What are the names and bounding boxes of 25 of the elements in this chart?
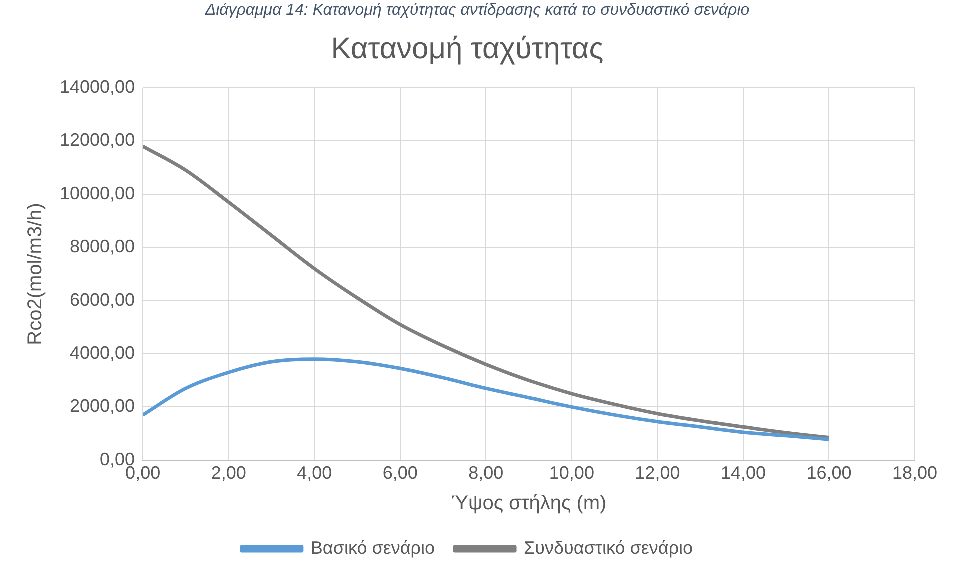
y-tick-label: 2000,00: [70, 396, 136, 416]
x-tick-label: 12,00: [635, 463, 680, 484]
x-tick-label: 8,00: [468, 463, 504, 484]
legend-label: Βασικό σενάριο: [310, 538, 436, 558]
y-tick-label: 0,00: [100, 449, 136, 470]
x-tick-label: 16,00: [806, 463, 852, 484]
line-series: [143, 144, 831, 440]
legend-label: Συνδυαστικό σενάριο: [524, 538, 694, 558]
y-tick-label: 14000,00: [60, 76, 136, 97]
x-tick-label: 18,00: [892, 463, 938, 484]
x-tick-label: 6,00: [382, 463, 418, 484]
line-series: [143, 358, 831, 442]
text: Διάγραμμα 14: Κατανομή ταχύτητας αντίδρασης κατά το συνδυαστικό σενάριο: [204, 1, 751, 21]
y-axis-title: Rco2(mol/m3/h): [24, 203, 47, 346]
y-tick-label: 10000,00: [60, 183, 136, 204]
x-axis-title: Ύψος στήλης (m): [451, 492, 607, 515]
x-tick-label: 2,00: [211, 463, 246, 484]
x-tick-label: 10,00: [549, 463, 594, 484]
y-tick-label: 8000,00: [70, 236, 136, 257]
y-tick-label: 4000,00: [70, 342, 136, 363]
chart-title: Κατανομή ταχύτητας: [331, 32, 604, 66]
x-tick-label: 4,00: [297, 463, 332, 484]
y-tick-label: 6000,00: [70, 290, 136, 310]
y-tick-label: 12000,00: [60, 130, 136, 150]
x-tick-label: 14,00: [720, 463, 766, 484]
